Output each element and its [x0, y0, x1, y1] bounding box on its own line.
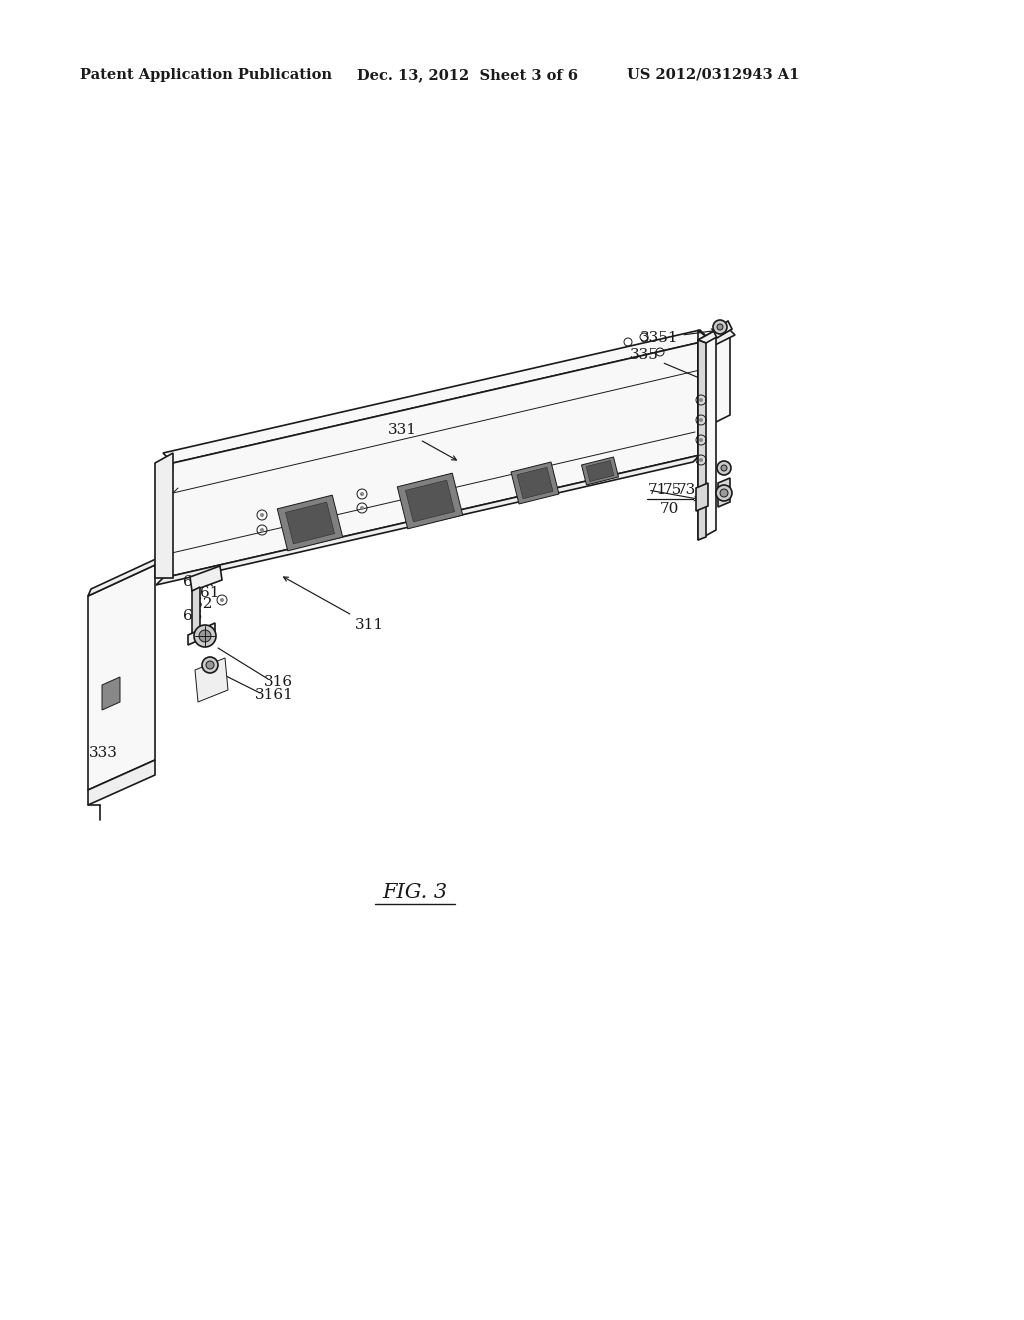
Polygon shape [698, 330, 724, 343]
Polygon shape [718, 478, 730, 507]
Circle shape [360, 506, 364, 510]
Circle shape [716, 484, 732, 502]
Text: 61: 61 [200, 586, 219, 601]
Text: Dec. 13, 2012  Sheet 3 of 6: Dec. 13, 2012 Sheet 3 of 6 [357, 69, 578, 82]
Circle shape [699, 438, 703, 442]
Text: US 2012/0312943 A1: US 2012/0312943 A1 [627, 69, 800, 82]
Polygon shape [713, 321, 732, 338]
Polygon shape [406, 480, 455, 521]
Text: 335: 335 [630, 348, 713, 384]
Polygon shape [195, 657, 228, 702]
Circle shape [717, 461, 731, 475]
Text: 62: 62 [193, 597, 213, 611]
Polygon shape [278, 495, 343, 550]
Text: 73: 73 [677, 483, 696, 498]
Circle shape [699, 399, 703, 403]
Text: 3161: 3161 [255, 688, 294, 702]
Text: 316: 316 [264, 675, 293, 689]
Circle shape [699, 418, 703, 422]
Polygon shape [582, 457, 618, 484]
Text: 333: 333 [89, 746, 118, 760]
Circle shape [713, 319, 727, 334]
Polygon shape [511, 462, 559, 504]
Polygon shape [193, 587, 200, 639]
Polygon shape [286, 502, 335, 544]
Text: 3351: 3351 [640, 329, 716, 345]
Polygon shape [190, 566, 222, 591]
Polygon shape [397, 473, 463, 529]
Text: Patent Application Publication: Patent Application Publication [80, 69, 332, 82]
Polygon shape [88, 558, 158, 597]
Circle shape [717, 323, 723, 330]
Circle shape [220, 598, 224, 602]
Polygon shape [88, 565, 155, 789]
Text: 63: 63 [183, 609, 203, 623]
Circle shape [194, 624, 216, 647]
Text: 311: 311 [284, 577, 384, 632]
Text: 70: 70 [660, 502, 679, 516]
Polygon shape [517, 467, 553, 499]
Polygon shape [698, 330, 716, 540]
Polygon shape [710, 330, 735, 345]
Circle shape [206, 661, 214, 669]
Circle shape [699, 458, 703, 462]
Circle shape [202, 657, 218, 673]
Polygon shape [102, 677, 120, 710]
Polygon shape [163, 341, 710, 578]
Circle shape [199, 630, 211, 642]
Text: 75: 75 [663, 483, 682, 498]
Polygon shape [696, 483, 708, 511]
Circle shape [260, 528, 264, 532]
Text: FIG. 3: FIG. 3 [382, 883, 447, 902]
Circle shape [720, 488, 728, 498]
Text: 60: 60 [183, 576, 203, 589]
Polygon shape [188, 623, 215, 645]
Text: 331: 331 [388, 422, 457, 459]
Polygon shape [710, 330, 730, 425]
Circle shape [721, 465, 727, 471]
Text: 71: 71 [648, 483, 668, 498]
Polygon shape [156, 455, 700, 585]
Polygon shape [586, 461, 613, 482]
Polygon shape [155, 453, 173, 578]
Polygon shape [88, 760, 155, 805]
Polygon shape [698, 341, 706, 540]
Circle shape [260, 513, 264, 517]
Polygon shape [163, 330, 710, 463]
Circle shape [360, 492, 364, 496]
Polygon shape [698, 330, 710, 455]
